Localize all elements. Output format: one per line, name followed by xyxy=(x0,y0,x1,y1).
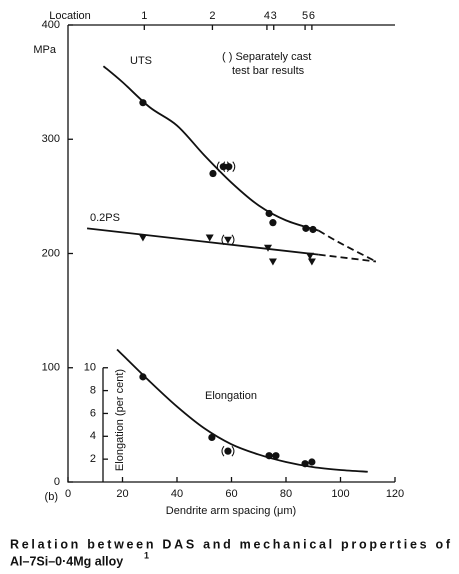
x-tick-label: 100 xyxy=(331,488,349,500)
point xyxy=(224,447,232,455)
y2-tick-label: 2 xyxy=(90,453,96,465)
caption: Al–7Si–0·4Mg alloy xyxy=(10,554,123,568)
y-axis-label: MPa xyxy=(33,44,57,56)
point xyxy=(269,219,277,227)
point xyxy=(223,236,232,244)
point xyxy=(138,234,147,242)
top-tick-label: 3 xyxy=(271,10,277,22)
point xyxy=(308,458,316,466)
x-tick-label: 20 xyxy=(116,488,128,500)
y-tick-label: 400 xyxy=(42,19,60,31)
point xyxy=(209,169,217,178)
point xyxy=(265,209,273,218)
point xyxy=(307,258,316,266)
point xyxy=(265,452,273,460)
series-label: UTS xyxy=(130,55,152,67)
top-tick-label: 5 xyxy=(302,10,308,22)
x-tick-label: 0 xyxy=(65,488,71,500)
top-tick-label: 2 xyxy=(209,10,215,22)
series-label: 0.2PS xyxy=(90,212,120,224)
x-axis-label: Dendrite arm spacing (μm) xyxy=(166,505,296,517)
point xyxy=(272,452,280,460)
y-tick-label: 0 xyxy=(54,476,60,488)
series-label: Elongation xyxy=(205,390,257,402)
x-tick-label: 60 xyxy=(225,488,237,500)
x-tick-label: 80 xyxy=(280,488,292,500)
point xyxy=(139,373,147,381)
y2-tick-label: 10 xyxy=(84,362,96,374)
x-tick-label: 120 xyxy=(386,488,404,500)
x-tick-label: 40 xyxy=(171,488,183,500)
point xyxy=(139,99,147,107)
bracket xyxy=(221,445,235,457)
caption: Relation between DAS and mechanical prop… xyxy=(10,537,451,551)
point xyxy=(219,163,227,171)
point xyxy=(205,234,214,242)
fit-curve xyxy=(102,65,319,232)
point xyxy=(309,225,317,234)
point xyxy=(268,258,277,266)
y-tick-label: 300 xyxy=(42,133,60,145)
top-axis-label: Location xyxy=(49,10,91,22)
panel-label: (b) xyxy=(45,491,58,503)
y-tick-label: 200 xyxy=(42,247,60,259)
point xyxy=(264,244,273,252)
point xyxy=(208,433,216,442)
y-tick-label: 100 xyxy=(42,362,60,374)
fit-curve xyxy=(116,348,368,473)
point xyxy=(302,224,310,232)
legend-note: ( ) Separately cast xyxy=(222,51,311,63)
fit-extension xyxy=(318,229,377,263)
y2-tick-label: 8 xyxy=(90,385,96,397)
fit-curve xyxy=(86,227,319,256)
top-tick-label: 1 xyxy=(141,10,147,22)
caption-superscript: 1 xyxy=(144,550,149,560)
point xyxy=(301,460,309,468)
point xyxy=(225,163,233,171)
point xyxy=(305,252,314,260)
fit-extension xyxy=(318,253,377,263)
y2-axis-label: Elongation (per cent) xyxy=(114,369,126,471)
y2-tick-label: 6 xyxy=(90,407,96,419)
top-tick-label: 6 xyxy=(309,10,315,22)
legend-note: test bar results xyxy=(232,65,305,77)
y2-tick-label: 4 xyxy=(90,430,96,442)
bracket xyxy=(221,234,235,246)
bracket xyxy=(222,161,236,172)
top-tick-label: 4 xyxy=(264,10,270,22)
